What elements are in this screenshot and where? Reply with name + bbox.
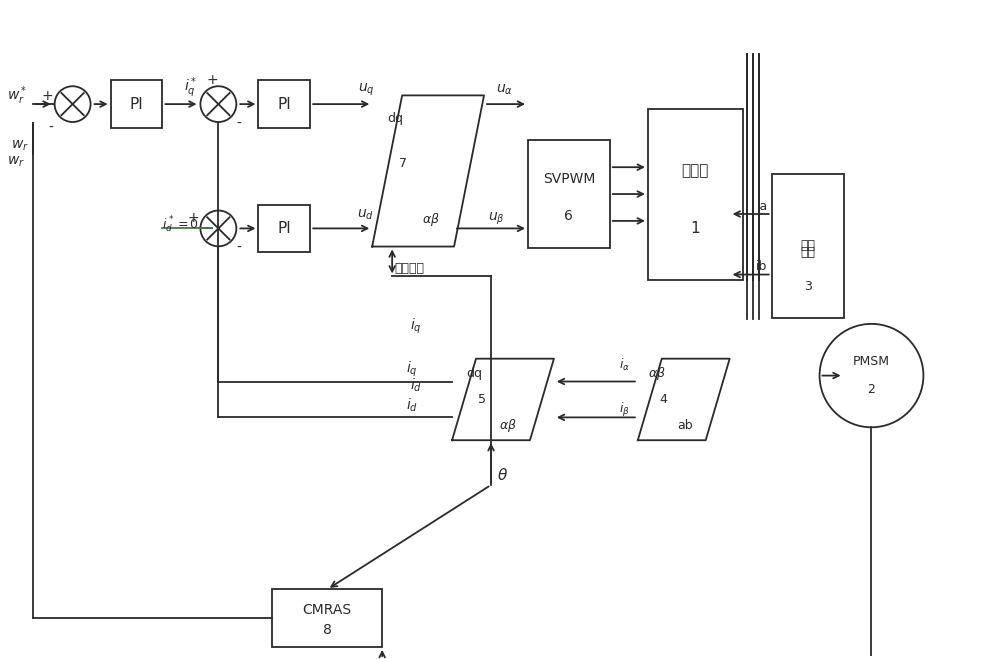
Text: $\alpha\beta$: $\alpha\beta$ — [648, 365, 666, 382]
Text: 4: 4 — [660, 393, 668, 406]
Text: SVPWM: SVPWM — [543, 172, 595, 186]
Text: -: - — [236, 241, 241, 255]
Text: $i_d$: $i_d$ — [406, 397, 418, 414]
Text: 8: 8 — [323, 623, 332, 637]
Text: $i_d$: $i_d$ — [410, 377, 422, 394]
Text: +: + — [207, 73, 218, 87]
Bar — [258, 204, 310, 252]
Text: $i_d^*=0$: $i_d^*=0$ — [162, 214, 200, 235]
Circle shape — [200, 86, 236, 122]
Bar — [772, 173, 844, 318]
Text: $i_\beta$: $i_\beta$ — [619, 401, 630, 419]
Text: PI: PI — [130, 97, 143, 111]
Text: 7: 7 — [399, 157, 407, 170]
Bar — [258, 80, 310, 128]
Text: 2: 2 — [868, 383, 875, 396]
Text: 逆变器: 逆变器 — [682, 163, 709, 178]
Bar — [528, 140, 610, 248]
Text: 转子位置: 转子位置 — [394, 262, 424, 275]
Text: $i_q^*$: $i_q^*$ — [184, 76, 197, 100]
Text: $u_d$: $u_d$ — [357, 208, 374, 221]
Text: $i_q$: $i_q$ — [406, 360, 418, 379]
Polygon shape — [638, 358, 730, 440]
Text: 3: 3 — [804, 279, 812, 293]
Text: 5: 5 — [478, 393, 486, 406]
Bar — [648, 109, 743, 279]
Text: -: - — [236, 117, 241, 131]
Text: $w_r$: $w_r$ — [11, 138, 29, 153]
Text: $u_q$: $u_q$ — [358, 82, 374, 98]
Text: PMSM: PMSM — [853, 355, 890, 368]
Text: $u_\alpha$: $u_\alpha$ — [496, 83, 513, 98]
Text: PI: PI — [277, 221, 291, 236]
Bar — [272, 589, 382, 647]
Circle shape — [200, 210, 236, 246]
Text: $\alpha\beta$: $\alpha\beta$ — [499, 417, 517, 434]
Text: dq: dq — [387, 111, 403, 125]
Text: +: + — [42, 89, 53, 103]
Text: $\theta$: $\theta$ — [497, 467, 508, 483]
Text: dq: dq — [466, 367, 482, 380]
Bar — [111, 80, 162, 128]
Text: $w_r^*$: $w_r^*$ — [7, 85, 27, 107]
Text: CMRAS: CMRAS — [303, 603, 352, 617]
Text: PI: PI — [277, 97, 291, 111]
Text: 检测: 检测 — [800, 239, 815, 252]
Circle shape — [55, 86, 91, 122]
Circle shape — [820, 324, 923, 427]
Text: $\alpha\beta$: $\alpha\beta$ — [422, 211, 440, 228]
Text: $u_\beta$: $u_\beta$ — [488, 210, 505, 227]
Text: -: - — [48, 121, 53, 135]
Text: $w_r$: $w_r$ — [7, 155, 25, 169]
Text: ab: ab — [678, 419, 693, 432]
Text: 1: 1 — [690, 221, 700, 236]
Text: 电路: 电路 — [800, 246, 815, 260]
Polygon shape — [372, 96, 484, 246]
Text: $i_\alpha$: $i_\alpha$ — [619, 357, 630, 373]
Text: $i_q$: $i_q$ — [410, 316, 422, 335]
Text: ib: ib — [756, 260, 768, 273]
Text: ia: ia — [756, 200, 768, 213]
Text: 6: 6 — [564, 208, 573, 223]
Polygon shape — [452, 358, 554, 440]
Text: +: + — [188, 212, 199, 225]
